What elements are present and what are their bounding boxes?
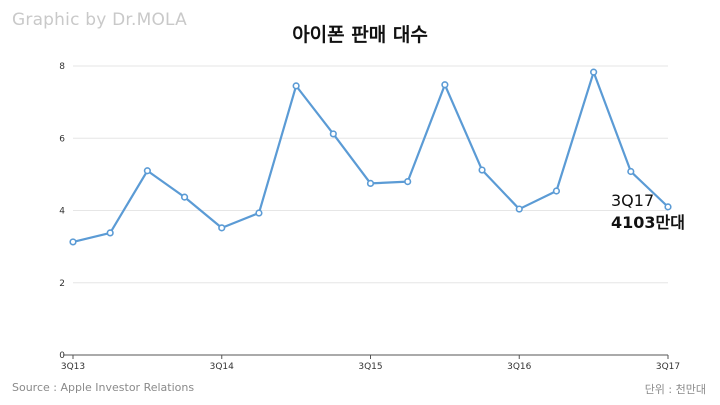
y-tick-label: 6 [59,134,65,144]
data-point-4Q14 [255,209,263,217]
data-point-1Q17 [590,68,598,76]
data-point-2Q16 [478,166,486,174]
source-note: Source : Apple Investor Relations [12,381,195,394]
callout-quarter: 3Q17 [611,191,655,210]
y-tick-label: 2 [59,279,65,289]
data-point-4Q13 [106,229,114,237]
chart-title: 아이폰 판매 대수 [292,24,428,46]
watermark: Graphic by Dr.MOLA [12,10,187,30]
data-point-2Q14 [180,193,189,201]
x-tick-label: 3Q14 [210,362,235,372]
y-tick-label: 0 [59,351,65,361]
callout-value: 4103만대 [611,213,685,232]
data-point-2Q17 [627,167,635,176]
y-tick-label: 8 [59,62,65,72]
data-point-4Q16 [552,187,561,195]
x-tick-label: 3Q16 [507,362,532,372]
data-point-3Q13 [69,238,77,246]
data-point-3Q14 [218,224,226,232]
data-point-1Q14 [143,167,151,175]
x-tick-label: 3Q17 [656,362,680,372]
latest-value-callout: 3Q17 4103만대 [611,190,685,234]
data-point-2Q15 [329,130,337,138]
y-axis-ticks: 0 2 4 6 8 [59,62,65,361]
data-point-1Q15 [292,82,300,90]
data-point-4Q15 [404,178,412,186]
x-tick-label: 3Q13 [61,362,85,372]
data-point-3Q17 [664,203,672,211]
series-line [72,71,669,243]
gridlines [73,65,668,284]
y-tick-label: 4 [59,207,65,217]
data-point-3Q16 [515,205,523,213]
x-tick-label: 3Q15 [358,362,382,372]
data-point-3Q15 [366,179,375,188]
data-points [69,68,672,246]
x-axis-ticks: 3Q13 3Q14 3Q15 3Q16 3Q17 [61,355,680,372]
unit-label: 단위 : 천만대 [644,383,706,396]
data-point-1Q16 [441,81,449,89]
